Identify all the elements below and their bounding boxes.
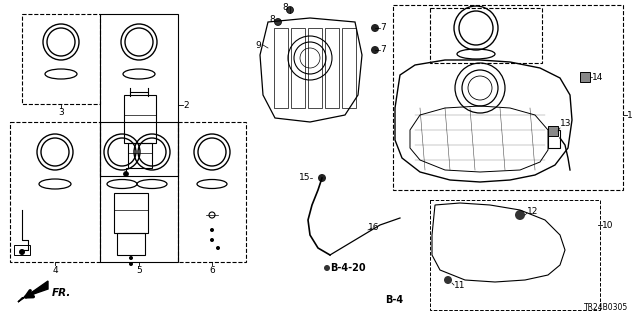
Text: TR24B0305: TR24B0305 — [584, 303, 628, 312]
Circle shape — [444, 276, 452, 284]
Circle shape — [210, 228, 214, 232]
Circle shape — [129, 256, 133, 260]
Circle shape — [124, 172, 129, 176]
Text: 1: 1 — [627, 110, 633, 120]
Circle shape — [371, 46, 379, 54]
Bar — [580, 72, 590, 82]
Bar — [128, 143, 152, 168]
Text: 16: 16 — [368, 224, 380, 233]
Circle shape — [371, 24, 379, 32]
Text: 3: 3 — [58, 108, 64, 117]
Text: B-4: B-4 — [385, 295, 403, 305]
Circle shape — [287, 6, 294, 13]
Text: 12: 12 — [527, 207, 538, 217]
Circle shape — [324, 265, 330, 271]
Text: 6: 6 — [209, 266, 215, 275]
Bar — [274, 28, 288, 108]
Text: 8: 8 — [269, 14, 275, 24]
Bar — [10, 122, 100, 262]
Text: 2: 2 — [183, 100, 189, 109]
Bar — [178, 122, 246, 262]
Bar — [430, 200, 600, 310]
Bar — [548, 126, 558, 136]
Circle shape — [318, 174, 326, 182]
Text: 11: 11 — [454, 280, 465, 290]
Bar — [548, 130, 560, 148]
Bar — [22, 14, 100, 104]
Circle shape — [19, 249, 25, 255]
Bar — [308, 28, 322, 108]
Bar — [100, 14, 178, 176]
Bar — [124, 95, 156, 143]
Text: 8: 8 — [282, 3, 288, 11]
Circle shape — [275, 19, 282, 26]
Bar — [114, 193, 148, 233]
Circle shape — [515, 210, 525, 220]
Bar — [325, 28, 339, 108]
Bar — [430, 8, 542, 63]
Text: 14: 14 — [592, 72, 604, 81]
Text: 4: 4 — [52, 266, 58, 275]
Text: 15: 15 — [298, 174, 310, 182]
Text: 10: 10 — [602, 220, 614, 229]
Circle shape — [216, 246, 220, 250]
Bar — [14, 245, 30, 255]
Text: FR.: FR. — [52, 288, 72, 298]
Bar — [291, 28, 305, 108]
Text: 5: 5 — [136, 266, 142, 275]
Text: 9: 9 — [255, 41, 261, 49]
Text: 7: 7 — [380, 24, 386, 33]
Bar — [100, 122, 178, 262]
Circle shape — [129, 262, 133, 266]
Circle shape — [210, 238, 214, 242]
Bar — [342, 28, 356, 108]
Text: 7: 7 — [380, 46, 386, 55]
Text: 13: 13 — [560, 120, 572, 129]
Bar — [393, 5, 623, 190]
Bar — [117, 233, 145, 255]
Text: B-4-20: B-4-20 — [330, 263, 365, 273]
Polygon shape — [18, 281, 48, 302]
